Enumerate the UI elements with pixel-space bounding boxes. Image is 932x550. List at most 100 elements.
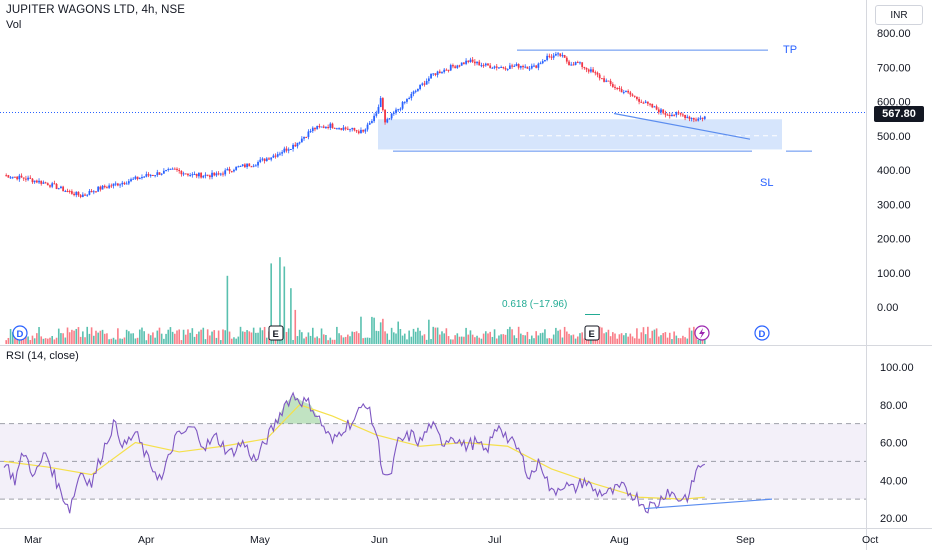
candle[interactable]: [506, 68, 509, 70]
candle[interactable]: [222, 173, 224, 175]
candle[interactable]: [325, 127, 327, 129]
candle[interactable]: [565, 57, 568, 62]
candle[interactable]: [300, 138, 303, 143]
candle[interactable]: [530, 65, 533, 69]
candle[interactable]: [272, 155, 275, 158]
candle[interactable]: [699, 117, 702, 119]
candle[interactable]: [202, 175, 205, 178]
candle[interactable]: [445, 69, 448, 71]
candle[interactable]: [522, 65, 524, 68]
candle[interactable]: [688, 116, 691, 119]
candle[interactable]: [603, 78, 605, 82]
candle[interactable]: [86, 194, 89, 196]
candle[interactable]: [642, 102, 645, 104]
candle[interactable]: [353, 127, 356, 131]
candle[interactable]: [246, 163, 248, 168]
candle[interactable]: [62, 186, 65, 192]
candle[interactable]: [473, 61, 476, 64]
candle[interactable]: [550, 56, 553, 58]
candle[interactable]: [458, 65, 461, 67]
candle[interactable]: [289, 148, 292, 150]
candle[interactable]: [237, 166, 240, 168]
candle[interactable]: [432, 73, 435, 75]
candle[interactable]: [454, 66, 457, 68]
candle[interactable]: [53, 183, 56, 185]
candle[interactable]: [662, 109, 665, 114]
candle[interactable]: [309, 131, 312, 133]
candle[interactable]: [18, 175, 21, 180]
candle[interactable]: [233, 169, 235, 172]
candle[interactable]: [701, 117, 704, 119]
candle[interactable]: [638, 99, 640, 102]
candle[interactable]: [27, 177, 29, 180]
candle[interactable]: [79, 195, 82, 197]
candle[interactable]: [158, 172, 161, 175]
candle[interactable]: [401, 102, 404, 109]
candle[interactable]: [541, 61, 544, 64]
candle[interactable]: [537, 63, 540, 68]
candle[interactable]: [495, 66, 498, 68]
candle[interactable]: [410, 94, 413, 99]
candle[interactable]: [344, 127, 347, 129]
candle[interactable]: [675, 112, 678, 116]
candle[interactable]: [169, 168, 172, 170]
candle[interactable]: [508, 65, 511, 69]
candle[interactable]: [469, 59, 472, 63]
candle[interactable]: [178, 169, 181, 172]
candle[interactable]: [88, 190, 91, 195]
candle[interactable]: [29, 177, 32, 179]
candle[interactable]: [679, 113, 682, 115]
candle[interactable]: [561, 55, 564, 57]
candle[interactable]: [60, 186, 62, 189]
candle[interactable]: [600, 78, 603, 80]
candle[interactable]: [419, 84, 421, 90]
candle[interactable]: [127, 181, 130, 184]
earnings-marker[interactable]: [268, 325, 284, 341]
candle[interactable]: [14, 176, 16, 178]
candle[interactable]: [388, 118, 391, 120]
candle[interactable]: [519, 65, 522, 68]
candle[interactable]: [430, 73, 432, 79]
candle[interactable]: [311, 127, 314, 132]
candle[interactable]: [390, 113, 393, 119]
candle[interactable]: [482, 65, 485, 67]
candle[interactable]: [500, 66, 503, 68]
candle[interactable]: [187, 173, 189, 176]
candle[interactable]: [609, 80, 612, 85]
candle[interactable]: [257, 162, 259, 166]
candle[interactable]: [546, 55, 549, 60]
candle[interactable]: [49, 185, 51, 187]
rsi-line[interactable]: [3, 391, 706, 514]
candle[interactable]: [633, 95, 636, 97]
candle[interactable]: [644, 101, 647, 103]
candle[interactable]: [206, 174, 209, 176]
candle[interactable]: [81, 194, 84, 197]
candle[interactable]: [357, 131, 360, 134]
candle[interactable]: [692, 118, 695, 120]
candle[interactable]: [489, 65, 492, 68]
candle[interactable]: [75, 191, 78, 196]
candle[interactable]: [487, 63, 489, 66]
candle[interactable]: [191, 174, 194, 176]
candle[interactable]: [268, 158, 270, 160]
candle[interactable]: [463, 62, 465, 64]
candle[interactable]: [434, 73, 437, 75]
candle[interactable]: [316, 125, 319, 130]
candle[interactable]: [478, 61, 481, 66]
candle[interactable]: [664, 113, 667, 115]
candle[interactable]: [513, 65, 516, 67]
candle[interactable]: [524, 66, 527, 68]
candle[interactable]: [265, 158, 268, 162]
candle[interactable]: [342, 127, 345, 130]
candle[interactable]: [515, 64, 518, 66]
candle[interactable]: [283, 148, 286, 153]
candle[interactable]: [228, 168, 231, 172]
candle[interactable]: [217, 173, 220, 175]
candle[interactable]: [294, 144, 297, 147]
candle[interactable]: [44, 182, 47, 184]
candle[interactable]: [5, 175, 8, 177]
candle[interactable]: [666, 114, 669, 116]
candle[interactable]: [73, 193, 75, 196]
candle[interactable]: [447, 69, 450, 71]
candle[interactable]: [125, 183, 128, 185]
